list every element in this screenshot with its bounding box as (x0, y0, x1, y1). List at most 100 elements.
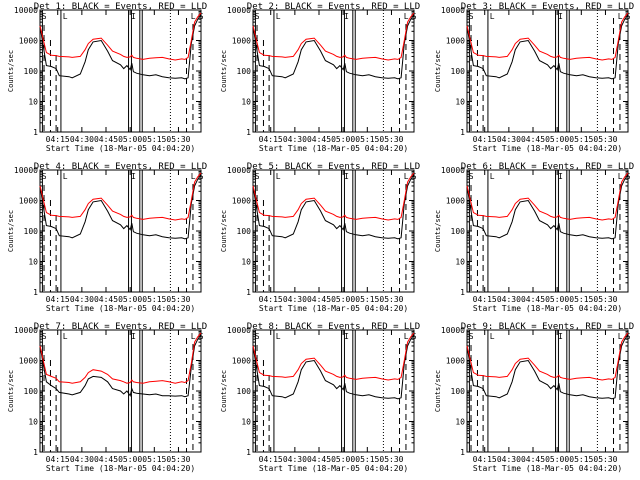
y-tick-label: 100 (24, 227, 39, 236)
event-annotation: S (42, 172, 47, 181)
x-tick-label: 04:15 (473, 135, 497, 144)
y-tick-label: 100 (451, 227, 466, 236)
lld-series-line (466, 332, 629, 381)
y-tick-label: 1 (33, 448, 38, 457)
x-tick-label: 04:30 (70, 135, 94, 144)
event-annotation: S (469, 332, 474, 341)
plot-title: Det 7: BLACK = Events, RED = LLD (34, 322, 207, 332)
plot-title: Det 4: BLACK = Events, RED = LLD (34, 162, 207, 172)
events-series-line (466, 14, 629, 80)
y-tick-label: 10000 (441, 6, 465, 15)
x-tick-label: 05:00 (118, 295, 142, 304)
x-tick-label: 05:00 (545, 295, 569, 304)
x-tick-label: 05:15 (569, 295, 593, 304)
event-annotation: L (404, 172, 409, 181)
lld-series-line (252, 332, 415, 381)
event-annotation: S (412, 332, 417, 341)
y-axis-label: Counts/sec (220, 50, 228, 92)
y-tick-label: 1 (246, 288, 251, 297)
event-annotation: L (191, 332, 196, 341)
detector-panel-2: Det 2: BLACK = Events, RED = LLD 1 10 100 10… (220, 2, 420, 153)
event-annotation: L (191, 172, 196, 181)
event-annotation: S (199, 12, 204, 21)
detector-panel-6: Det 6: BLACK = Events, RED = LLD 1 10 100 10… (434, 162, 634, 313)
y-tick-label: 1 (460, 288, 465, 297)
x-tick-label: 05:15 (142, 135, 166, 144)
events-series-line (252, 14, 415, 80)
x-tick-label: 05:15 (355, 295, 379, 304)
event-annotation: L (490, 332, 495, 341)
y-tick-label: 10 (455, 418, 465, 427)
x-tick-label: 04:15 (259, 455, 283, 464)
x-tick-label: 04:45 (307, 295, 331, 304)
plot-title: Det 1: BLACK = Events, RED = LLD (34, 2, 207, 12)
y-tick-label: 1000 (446, 37, 465, 46)
x-tick-label: 04:45 (94, 455, 118, 464)
y-tick-label: 10000 (227, 6, 251, 15)
y-tick-label: 10 (455, 258, 465, 267)
y-axis-label: Counts/sec (7, 370, 15, 412)
x-tick-label: 05:15 (355, 455, 379, 464)
x-tick-label: 05:30 (379, 135, 403, 144)
y-axis-label: Counts/sec (434, 210, 442, 252)
y-tick-label: 10000 (227, 326, 251, 335)
plot-frame (252, 9, 415, 133)
y-axis-label: Counts/sec (220, 210, 228, 252)
events-series-line (466, 334, 629, 400)
x-tick-label: 05:15 (142, 455, 166, 464)
event-annotation: L (276, 12, 281, 21)
x-tick-label: 05:30 (593, 135, 617, 144)
x-tick-label: 04:45 (521, 295, 545, 304)
plot-frame (39, 9, 202, 133)
x-tick-label: 05:30 (379, 295, 403, 304)
x-tick-label: 04:30 (283, 455, 307, 464)
x-tick-label: 05:15 (569, 455, 593, 464)
y-tick-label: 10000 (14, 326, 38, 335)
event-annotation: S (626, 332, 631, 341)
y-tick-label: 10 (455, 98, 465, 107)
y-tick-label: 100 (24, 67, 39, 76)
plot-frame (466, 329, 629, 453)
x-tick-label: 04:45 (521, 455, 545, 464)
y-tick-label: 10000 (14, 166, 38, 175)
events-series-line (252, 334, 415, 400)
lld-series-line (39, 12, 202, 61)
x-tick-label: 04:15 (46, 135, 70, 144)
x-tick-label: 05:00 (118, 135, 142, 144)
x-axis-label: Start Time (18-Mar-05 04:04:20) (46, 464, 195, 473)
y-tick-label: 1000 (232, 197, 251, 206)
detector-panel-7: Det 7: BLACK = Events, RED = LLD 1 10 100 10… (7, 322, 207, 473)
y-axis-label: Counts/sec (7, 50, 15, 92)
y-tick-label: 100 (237, 387, 252, 396)
x-axis-label: Start Time (18-Mar-05 04:04:20) (46, 144, 195, 153)
y-tick-label: 1 (460, 448, 465, 457)
y-tick-label: 10000 (441, 166, 465, 175)
event-annotation: L (618, 172, 623, 181)
x-axis-label: Start Time (18-Mar-05 04:04:20) (259, 144, 408, 153)
detector-panel-4: Det 4: BLACK = Events, RED = LLD 1 10 100 10… (7, 162, 207, 313)
x-tick-label: 04:15 (46, 455, 70, 464)
event-annotation: S (255, 332, 260, 341)
x-tick-label: 04:15 (46, 295, 70, 304)
event-annotation: L (618, 332, 623, 341)
y-tick-label: 10 (241, 98, 251, 107)
plot-title: Det 6: BLACK = Events, RED = LLD (461, 162, 634, 172)
event-annotation: L (276, 172, 281, 181)
x-tick-label: 04:30 (70, 295, 94, 304)
event-annotation: I (344, 12, 349, 21)
event-annotation: S (199, 332, 204, 341)
event-annotation: S (255, 12, 260, 21)
x-tick-label: 05:00 (331, 135, 355, 144)
x-tick-label: 05:30 (166, 295, 190, 304)
x-tick-label: 04:15 (259, 295, 283, 304)
lld-series-line (252, 12, 415, 61)
y-tick-label: 10000 (14, 6, 38, 15)
y-axis-label: Counts/sec (220, 370, 228, 412)
plot-frame (252, 169, 415, 293)
y-tick-label: 1 (33, 288, 38, 297)
event-annotation: S (469, 12, 474, 21)
x-axis-label: Start Time (18-Mar-05 04:04:20) (473, 464, 622, 473)
event-annotation: L (490, 172, 495, 181)
event-annotation: I (131, 172, 136, 181)
